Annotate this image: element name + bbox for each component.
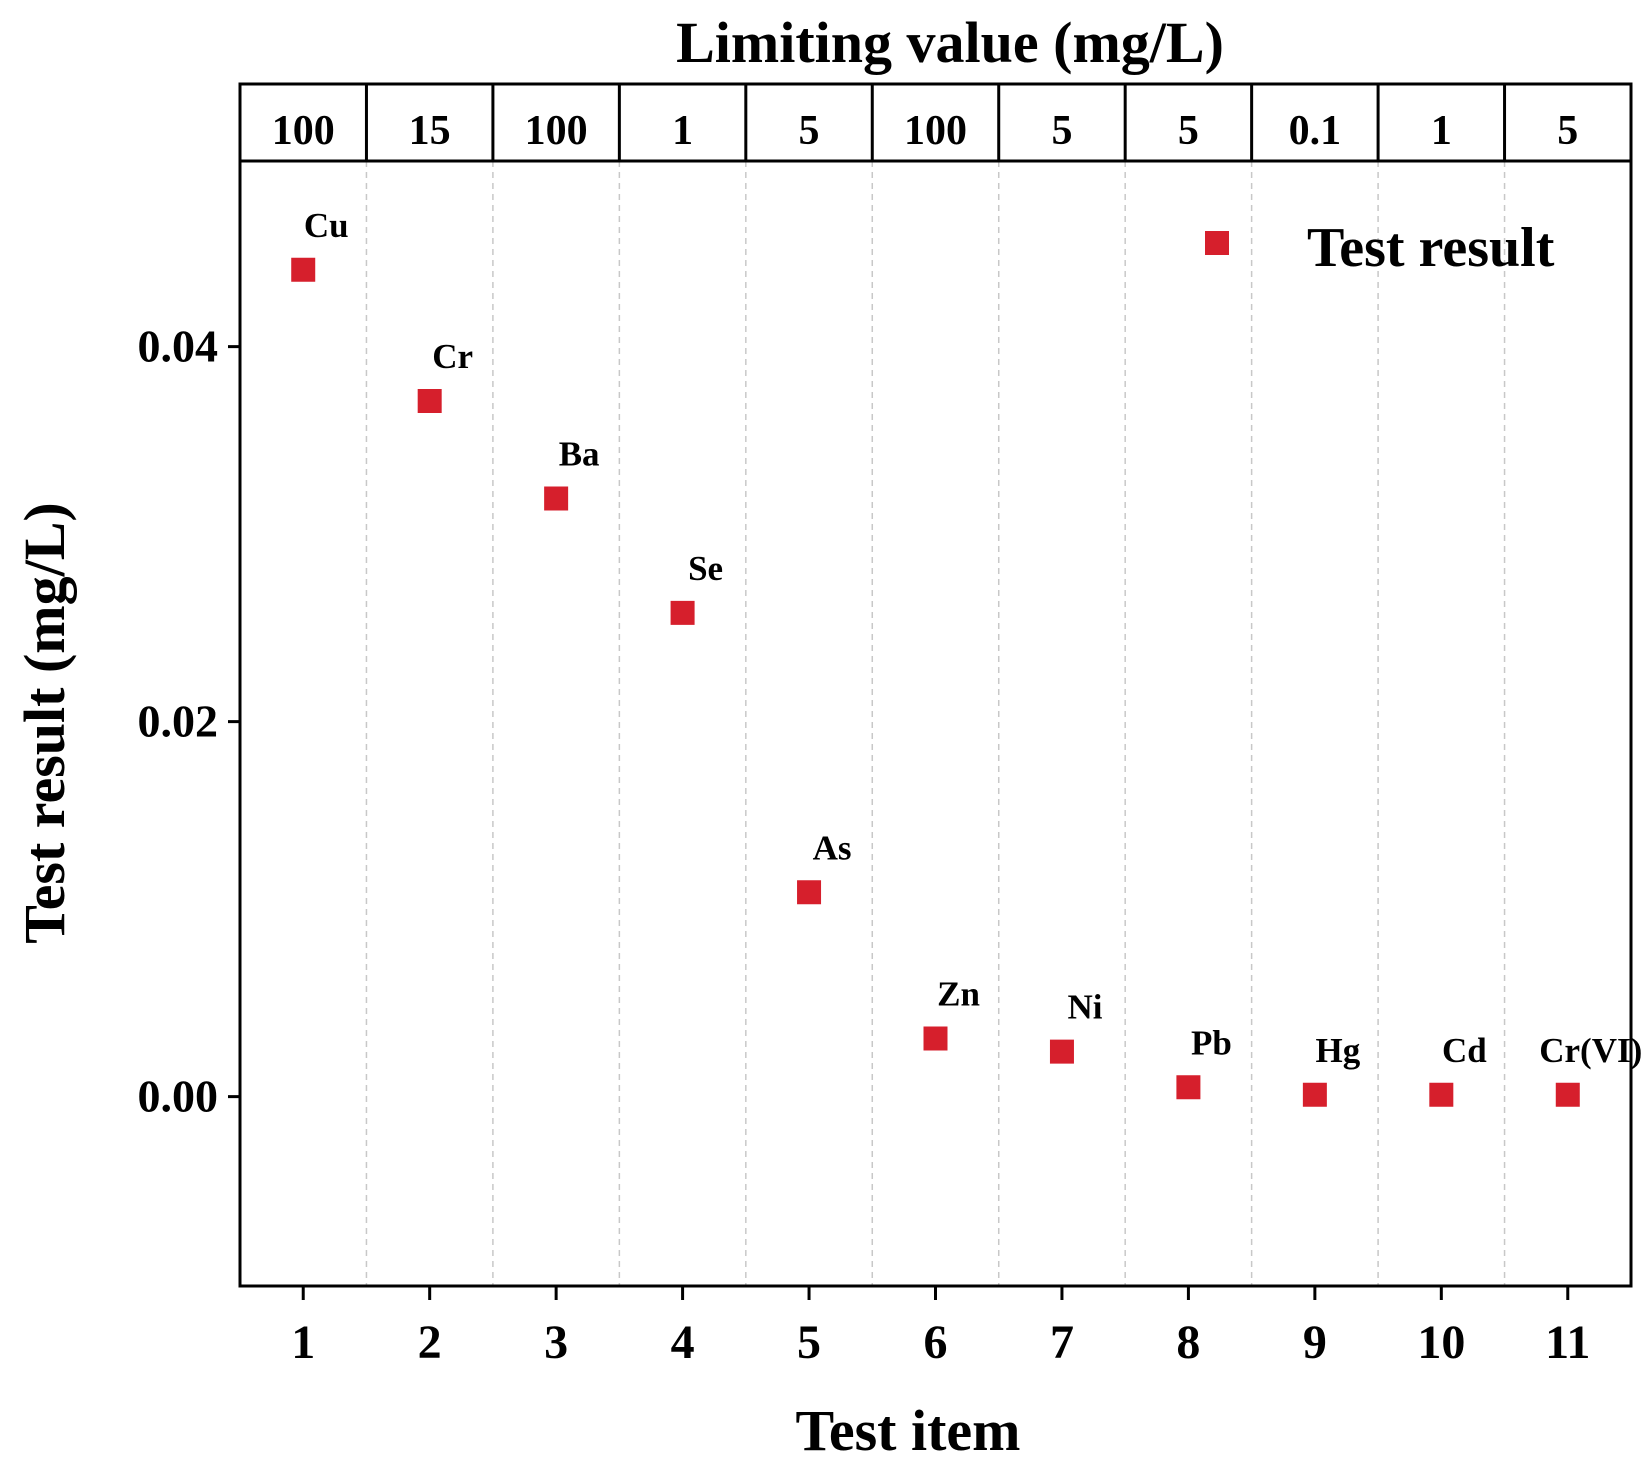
point-label: Hg — [1315, 1031, 1360, 1070]
top-axis-title: Limiting value (mg/L) — [676, 10, 1224, 75]
x-axis-label: Test item — [796, 1398, 1021, 1457]
limiting-value-label: 100 — [525, 108, 588, 154]
limiting-value-label: 0.1 — [1289, 108, 1342, 154]
legend: Test result — [1205, 217, 1555, 279]
data-point — [417, 389, 442, 413]
x-tick-label: 2 — [418, 1316, 442, 1369]
limiting-value-label: 1 — [1431, 108, 1452, 154]
point-label: Cr(VI) — [1539, 1031, 1642, 1070]
data-point — [291, 257, 316, 282]
point-label: Ni — [1067, 988, 1102, 1027]
y-tick-label: 0.00 — [138, 1071, 219, 1122]
limiting-value-label: 5 — [1178, 108, 1199, 154]
y-tick-label: 0.02 — [138, 696, 219, 747]
x-tick-label: 1 — [291, 1316, 315, 1369]
data-point — [670, 600, 695, 625]
data-points: Cu Cr Ba Se As Zn Ni Pb Hg Cd Cr(VI) — [291, 206, 1642, 1107]
limiting-value-label: 1 — [672, 108, 693, 154]
data-point — [923, 1026, 948, 1051]
plot-frame — [238, 159, 1633, 1288]
point-label: As — [813, 828, 852, 867]
data-point — [1429, 1082, 1454, 1107]
data-point — [1176, 1075, 1201, 1100]
limiting-value-row: 100 15 100 1 5 100 5 5 0.1 1 5 — [272, 84, 1578, 161]
data-point — [1049, 1039, 1074, 1064]
data-point — [1555, 1082, 1580, 1107]
data-point — [544, 486, 569, 511]
limiting-value-label: 5 — [799, 108, 820, 154]
x-axis: 1 2 3 4 5 6 7 8 9 10 11 — [291, 1286, 1590, 1369]
limiting-value-label: 15 — [409, 108, 451, 154]
x-tick-label: 8 — [1176, 1316, 1200, 1369]
x-tick-label: 10 — [1417, 1316, 1465, 1369]
x-tick-label: 4 — [671, 1316, 695, 1369]
y-axis-label: Test result (mg/L) — [12, 502, 77, 943]
point-label: Se — [688, 549, 723, 588]
legend-marker — [1205, 231, 1229, 255]
x-tick-label: 11 — [1545, 1316, 1590, 1369]
limiting-value-label: 5 — [1557, 108, 1578, 154]
point-label: Zn — [937, 975, 980, 1014]
x-tick-label: 3 — [544, 1316, 568, 1369]
limiting-value-label: 100 — [272, 108, 335, 154]
x-tick-label: 6 — [924, 1316, 948, 1369]
point-label: Cd — [1442, 1031, 1487, 1070]
limiting-value-label: 5 — [1051, 108, 1072, 154]
point-label: Ba — [559, 435, 600, 474]
data-point — [1302, 1082, 1327, 1107]
x-tick-label: 5 — [797, 1316, 821, 1369]
limiting-value-label: 100 — [904, 108, 967, 154]
x-tick-label: 9 — [1303, 1316, 1327, 1369]
data-point — [797, 880, 822, 905]
point-label: Pb — [1191, 1023, 1232, 1062]
y-axis: 0.00 0.02 0.04 — [138, 321, 240, 1122]
y-tick-label: 0.04 — [138, 321, 219, 372]
x-tick-label: 7 — [1050, 1316, 1074, 1369]
item-separators — [365, 161, 1506, 1286]
point-label: Cr — [432, 337, 473, 376]
legend-label: Test result — [1307, 217, 1555, 279]
point-label: Cu — [304, 206, 349, 245]
